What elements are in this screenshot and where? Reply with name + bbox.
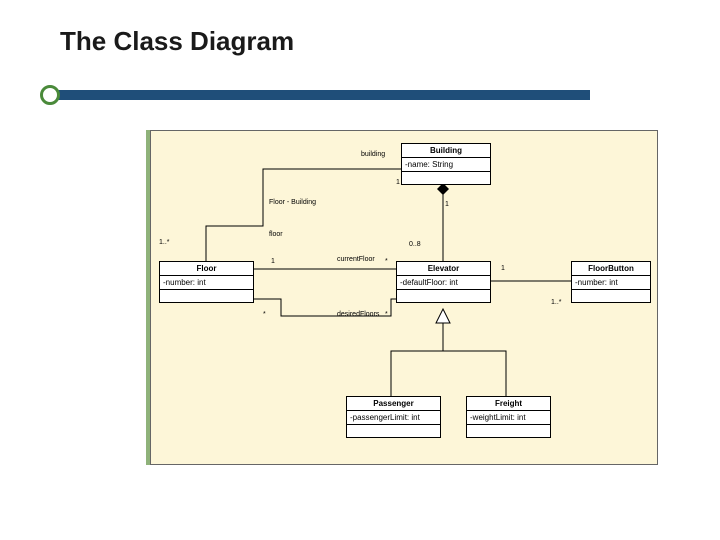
label-building-role: building xyxy=(361,151,385,158)
class-passenger: Passenger -passengerLimit: int xyxy=(346,396,441,438)
label-fb-one: 1 xyxy=(501,265,505,272)
title-rule xyxy=(50,90,590,100)
label-cf-star: * xyxy=(385,258,388,265)
class-floor: Floor -number: int xyxy=(159,261,254,303)
label-floor-mult: 1..* xyxy=(159,239,170,246)
uml-canvas: Building -name: String Floor -number: in… xyxy=(150,130,658,465)
class-passenger-ops xyxy=(347,425,440,437)
class-freight-name: Freight xyxy=(467,397,550,411)
bullet-ring-icon xyxy=(40,85,60,105)
class-floor-ops xyxy=(160,290,253,302)
class-building-ops xyxy=(402,172,490,184)
class-elevator: Elevator -defaultFloor: int xyxy=(396,261,491,303)
class-building-attr: -name: String xyxy=(402,158,490,172)
class-floor-attr: -number: int xyxy=(160,276,253,290)
label-df-star-l: * xyxy=(263,311,266,318)
edge-gen-freight xyxy=(443,351,506,396)
label-zero-eight: 0..8 xyxy=(409,241,421,248)
class-floorbutton-name: FloorButton xyxy=(572,262,650,276)
label-cf-one: 1 xyxy=(271,258,275,265)
class-elevator-attr: -defaultFloor: int xyxy=(397,276,490,290)
class-floorbutton-attr: -number: int xyxy=(572,276,650,290)
label-building-one: 1 xyxy=(396,179,400,186)
label-floor-role: floor xyxy=(269,231,283,238)
class-floor-name: Floor xyxy=(160,262,253,276)
label-comp-one: 1 xyxy=(445,201,449,208)
class-freight-ops xyxy=(467,425,550,437)
class-elevator-ops xyxy=(397,290,490,302)
class-freight: Freight -weightLimit: int xyxy=(466,396,551,438)
class-passenger-name: Passenger xyxy=(347,397,440,411)
class-building-name: Building xyxy=(402,144,490,158)
label-fb-mult: 1..* xyxy=(551,299,562,306)
label-assoc-name: Floor - Building xyxy=(269,199,316,206)
class-floorbutton: FloorButton -number: int xyxy=(571,261,651,303)
class-floorbutton-ops xyxy=(572,290,650,302)
label-currentfloor: currentFloor xyxy=(337,256,375,263)
class-passenger-attr: -passengerLimit: int xyxy=(347,411,440,425)
class-elevator-name: Elevator xyxy=(397,262,490,276)
class-building: Building -name: String xyxy=(401,143,491,185)
class-freight-attr: -weightLimit: int xyxy=(467,411,550,425)
label-desiredfloors: desiredFloors xyxy=(337,311,379,318)
edge-building-floor xyxy=(206,169,401,261)
label-df-star-r: * xyxy=(385,311,388,318)
page-title: The Class Diagram xyxy=(60,26,294,57)
generalization-triangle-icon xyxy=(436,309,450,323)
edge-gen-passenger xyxy=(391,351,443,396)
